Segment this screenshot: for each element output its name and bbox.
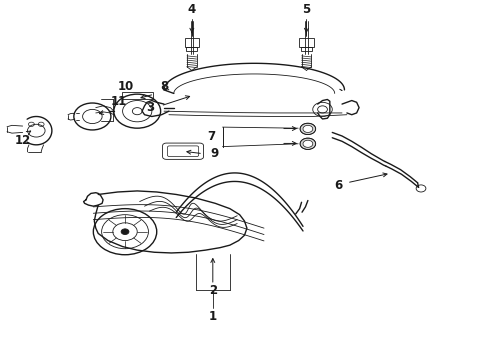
Bar <box>299 39 313 48</box>
Text: 12: 12 <box>15 134 31 147</box>
Text: 9: 9 <box>210 147 218 160</box>
Bar <box>186 47 197 51</box>
Text: 1: 1 <box>208 310 216 323</box>
Text: 5: 5 <box>302 3 310 16</box>
Text: 6: 6 <box>333 179 341 192</box>
Wedge shape <box>300 123 315 135</box>
Bar <box>122 93 153 99</box>
Text: 7: 7 <box>207 130 215 143</box>
Bar <box>184 39 199 48</box>
Text: 3: 3 <box>146 101 154 114</box>
Wedge shape <box>300 138 315 149</box>
Text: 10: 10 <box>118 80 134 94</box>
Text: 8: 8 <box>160 80 168 94</box>
Bar <box>301 47 311 51</box>
Text: 11: 11 <box>110 95 126 108</box>
Text: 4: 4 <box>187 3 196 16</box>
Text: 2: 2 <box>208 284 216 297</box>
Circle shape <box>121 229 129 234</box>
